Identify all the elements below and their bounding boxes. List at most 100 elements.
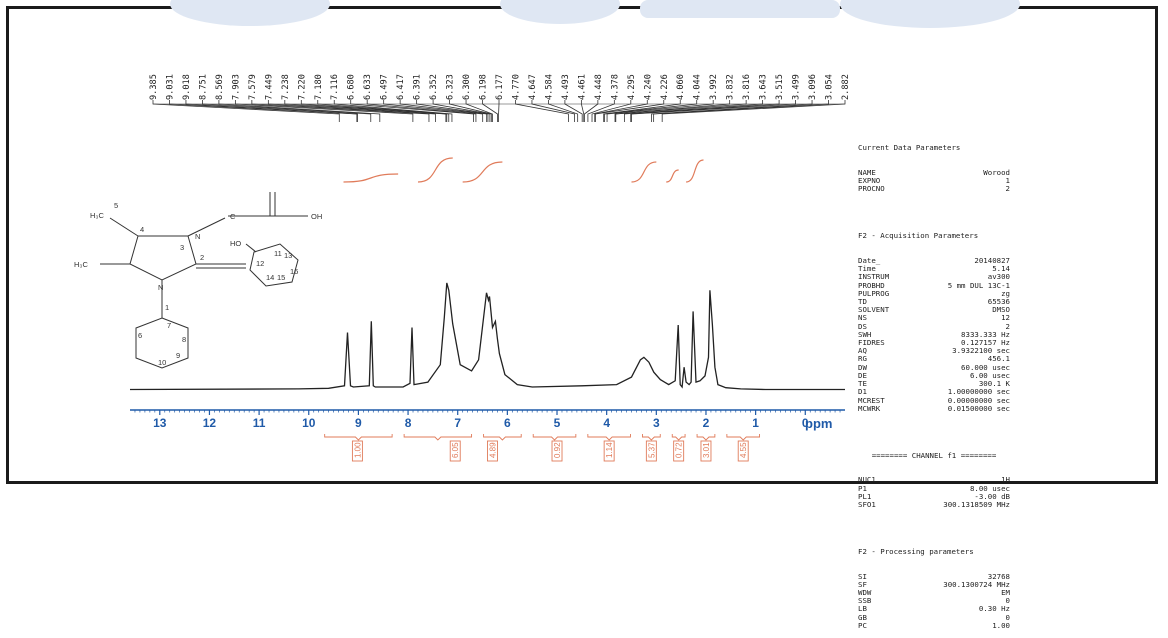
struct-number: 2 (200, 253, 204, 262)
x-tick-label: 12 (203, 416, 217, 430)
peak-label: 7.238 (281, 74, 291, 100)
peak-label: 7.180 (314, 74, 324, 100)
peak-label-leader (662, 100, 845, 122)
peak-label: 6.300 (462, 74, 472, 100)
param-value: 300.1318509 MHz (943, 501, 1010, 509)
struct-number: 3 (180, 243, 184, 252)
peak-label: 3.515 (775, 74, 785, 100)
peak-label: 6.352 (429, 74, 439, 100)
integral-value: 5.37 (647, 442, 656, 458)
peak-label: 6.177 (495, 74, 505, 100)
integral-value: 3.01 (702, 442, 711, 458)
struct-number: 5 (114, 201, 118, 210)
param-value: EM (1001, 589, 1010, 597)
struct-number: 7 (167, 321, 171, 330)
integral-bracket (325, 434, 392, 440)
integral-value: 0.92 (553, 442, 562, 458)
integral-curve (463, 162, 503, 182)
peak-label-leader (565, 100, 582, 122)
param-key: GB (858, 614, 867, 622)
peak-label: 3.054 (825, 74, 835, 100)
integral-curve (686, 160, 703, 182)
integral-bracket (404, 434, 471, 440)
integral-curves (344, 158, 704, 182)
param-key: PROCNO (858, 185, 885, 193)
params-header: Current Data Parameters (858, 144, 1010, 152)
x-tick-label: 3 (653, 416, 660, 430)
param-value: 0.01500000 sec (948, 405, 1010, 413)
integral-bracket (484, 434, 522, 440)
param-row: Date_20140827 (858, 257, 1010, 265)
integral-bracket (672, 434, 685, 440)
param-value: 0.30 Hz (979, 605, 1010, 613)
peak-label: 7.116 (330, 74, 340, 100)
peak-label: 4.295 (627, 74, 637, 100)
x-tick-label: 7 (454, 416, 461, 430)
integral-value: 1.14 (605, 442, 614, 458)
peak-label: 9.031 (165, 74, 175, 100)
peak-label: 8.751 (198, 74, 208, 100)
param-key: SI (858, 573, 867, 581)
struct-label-h3c-n: H₃C (74, 260, 88, 269)
integral-bracket (727, 434, 760, 440)
struct-number: 9 (176, 351, 180, 360)
param-value: 1.00 (992, 622, 1010, 630)
peak-label: 9.018 (182, 74, 192, 100)
struct-number: 6 (138, 331, 142, 340)
param-key: SF (858, 581, 867, 589)
param-key: LB (858, 605, 867, 613)
x-tick-label: 1 (752, 416, 759, 430)
x-tick-label: 11 (253, 416, 266, 430)
peak-label: 4.493 (561, 74, 571, 100)
x-tick-label: 2 (703, 416, 710, 430)
struct-number: 12 (256, 259, 264, 268)
peak-label: 8.569 (215, 74, 225, 100)
peak-label: 4.584 (544, 74, 554, 100)
x-tick-label: 6 (504, 416, 511, 430)
struct-number: 13 (284, 251, 292, 260)
struct-label-n: N (195, 232, 200, 241)
peak-label: 6.680 (347, 74, 357, 100)
integral-curve (631, 162, 656, 182)
x-axis-unit-label: ppm (805, 416, 832, 431)
peak-label: 4.770 (511, 74, 521, 100)
struct-number: 16 (290, 267, 298, 276)
param-value: 32768 (988, 573, 1010, 581)
param-row: SI 32768 (858, 573, 1010, 581)
peak-label: 2.882 (841, 74, 851, 100)
struct-number: 8 (182, 335, 186, 344)
x-tick-label: 10 (302, 416, 316, 430)
integral-value: 4.89 (488, 442, 497, 458)
peak-label: 3.499 (792, 74, 802, 100)
integral-bracket (697, 434, 715, 440)
struct-label-h3c: H₃C (90, 211, 104, 220)
x-tick-label: 13 (153, 416, 167, 430)
struct-number: 1 (165, 303, 169, 312)
x-tick-label: 4 (603, 416, 610, 430)
integral-bracket (533, 434, 576, 440)
peak-label: 3.816 (742, 74, 752, 100)
struct-number: 15 (277, 273, 285, 282)
peak-label: 4.647 (528, 74, 538, 100)
peak-label: 6.633 (363, 74, 373, 100)
x-tick-label: 5 (554, 416, 561, 430)
struct-label-c: C (230, 212, 236, 221)
peak-label: 6.417 (396, 74, 406, 100)
chemical-structure: H₃C H₃C N C OH HO N 4 5 3 2 1 6 7 8 9 10… (70, 168, 360, 418)
x-tick-label: 8 (405, 416, 412, 430)
integral-curve (666, 170, 678, 182)
integral-bracket (642, 434, 660, 440)
